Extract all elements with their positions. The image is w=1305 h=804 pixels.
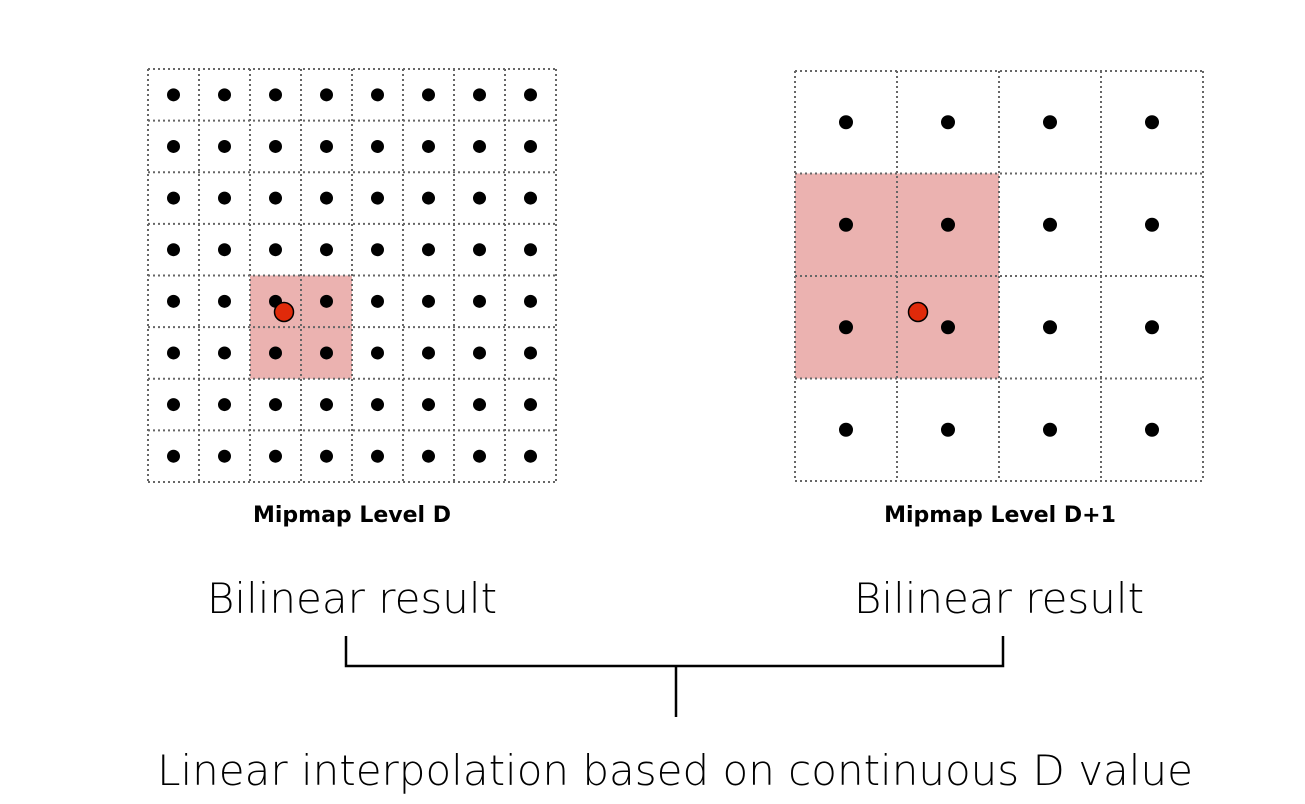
linear-interpolation-label: Linear interpolation based on continuous…	[157, 746, 1193, 795]
mipmap-level-d-grid	[147, 68, 557, 483]
texel-center-dot	[167, 398, 180, 412]
texel-center-dot	[269, 191, 282, 205]
texel-center-dot	[269, 398, 282, 412]
texel-center-dot	[839, 115, 853, 130]
texel-center-dot	[524, 294, 537, 308]
texel-center-dot	[839, 217, 853, 232]
texel-center-dot	[320, 191, 333, 205]
texel-center-dot	[941, 217, 955, 232]
texel-center-dot	[941, 320, 955, 335]
texel-center-dot	[371, 191, 384, 205]
texel-center-dot	[422, 294, 435, 308]
texel-center-dot	[473, 449, 486, 463]
texel-center-dot	[1043, 320, 1057, 335]
texel-center-dot	[218, 88, 231, 102]
texel-center-dot	[269, 243, 282, 257]
texel-center-dot	[422, 88, 435, 102]
texel-center-dot	[422, 449, 435, 463]
texel-center-dot	[422, 398, 435, 412]
texel-center-dot	[167, 88, 180, 102]
texel-center-dot	[1043, 115, 1057, 130]
texel-center-dot	[422, 139, 435, 153]
texel-center-dot	[524, 449, 537, 463]
texel-center-dot	[167, 294, 180, 308]
right-bilinear-result-label: Bilinear result	[854, 574, 1144, 623]
texel-center-dot	[422, 346, 435, 360]
sample-point	[907, 301, 929, 323]
mipmap-level-d1-grid	[794, 70, 1204, 482]
texel-center-dot	[320, 449, 333, 463]
texel-center-dot	[269, 139, 282, 153]
texel-center-dot	[524, 398, 537, 412]
texel-center-dot	[269, 88, 282, 102]
texel-center-dot	[320, 346, 333, 360]
texel-center-dot	[941, 422, 955, 437]
texel-center-dot	[371, 139, 384, 153]
left-bilinear-result-label: Bilinear result	[207, 574, 497, 623]
texel-center-dot	[218, 398, 231, 412]
texel-center-dot	[524, 243, 537, 257]
texel-center-dot	[473, 191, 486, 205]
texel-center-dot	[167, 243, 180, 257]
texel-center-dot	[473, 243, 486, 257]
sample-point	[273, 301, 295, 323]
texel-center-dot	[473, 398, 486, 412]
texel-center-dot	[320, 88, 333, 102]
texel-center-dot	[1043, 422, 1057, 437]
texel-center-dot	[473, 139, 486, 153]
texel-center-dot	[167, 191, 180, 205]
texel-center-dot	[473, 346, 486, 360]
texel-center-dot	[839, 422, 853, 437]
texel-center-dot	[320, 139, 333, 153]
texel-center-dot	[371, 398, 384, 412]
texel-center-dot	[1145, 217, 1159, 232]
texel-center-dot	[218, 294, 231, 308]
texel-center-dot	[524, 346, 537, 360]
texel-center-dot	[1145, 320, 1159, 335]
texel-center-dot	[269, 449, 282, 463]
texel-center-dot	[371, 449, 384, 463]
texel-center-dot	[473, 88, 486, 102]
texel-center-dot	[371, 88, 384, 102]
texel-center-dot	[167, 449, 180, 463]
mipmap-level-d-label: Mipmap Level D	[253, 503, 451, 528]
texel-center-dot	[422, 191, 435, 205]
texel-center-dot	[320, 398, 333, 412]
texel-center-dot	[524, 139, 537, 153]
texel-center-dot	[167, 346, 180, 360]
texel-center-dot	[320, 294, 333, 308]
texel-center-dot	[371, 346, 384, 360]
texel-center-dot	[218, 346, 231, 360]
texel-center-dot	[218, 191, 231, 205]
texel-center-dot	[839, 320, 853, 335]
texel-center-dot	[218, 449, 231, 463]
texel-center-dot	[941, 115, 955, 130]
texel-center-dot	[422, 243, 435, 257]
texel-center-dot	[371, 243, 384, 257]
mipmap-level-d1-label: Mipmap Level D+1	[884, 503, 1116, 528]
bracket-connector	[344, 636, 1005, 717]
texel-center-dot	[269, 346, 282, 360]
texel-center-dot	[320, 243, 333, 257]
texel-center-dot	[524, 88, 537, 102]
texel-center-dot	[1145, 422, 1159, 437]
texel-center-dot	[371, 294, 384, 308]
texel-center-dot	[167, 139, 180, 153]
texel-center-dot	[218, 139, 231, 153]
texel-center-dot	[1145, 115, 1159, 130]
texel-center-dot	[473, 294, 486, 308]
texel-center-dot	[218, 243, 231, 257]
texel-center-dot	[524, 191, 537, 205]
texel-center-dot	[1043, 217, 1057, 232]
